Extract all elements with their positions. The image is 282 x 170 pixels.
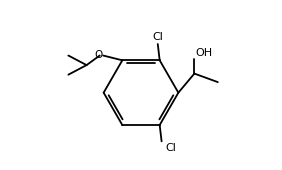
Text: Cl: Cl — [152, 32, 163, 42]
Text: O: O — [94, 50, 102, 59]
Text: Cl: Cl — [166, 143, 176, 153]
Text: OH: OH — [195, 48, 212, 58]
